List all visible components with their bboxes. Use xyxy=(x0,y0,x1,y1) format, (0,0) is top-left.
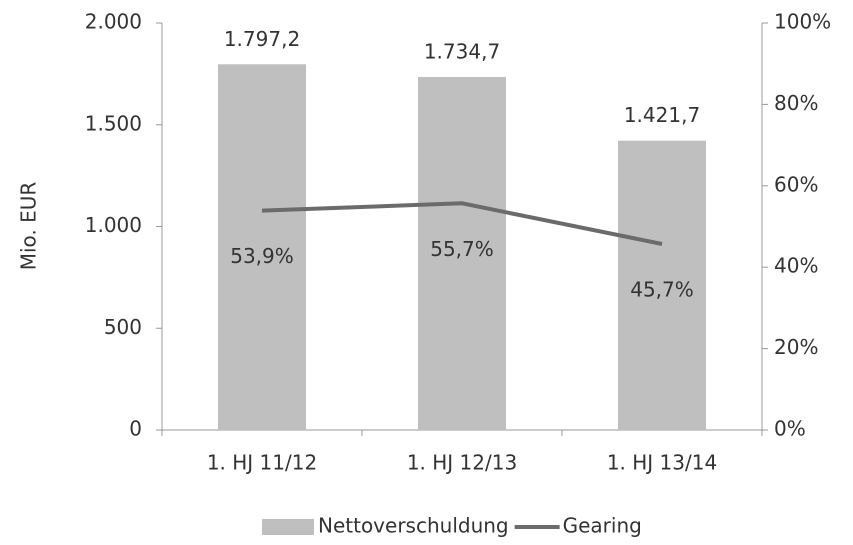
legend-label: Nettoverschuldung xyxy=(318,514,509,538)
y-tick-label: 2.000 xyxy=(85,10,142,34)
y2-tick-label: 80% xyxy=(774,91,818,115)
bar xyxy=(218,64,306,430)
bar-value-label: 1.797,2 xyxy=(224,27,300,51)
y2-tick-label: 0% xyxy=(774,417,806,441)
line-value-label: 53,9% xyxy=(230,244,294,268)
y2-tick-label: 60% xyxy=(774,172,818,196)
bar-value-label: 1.421,7 xyxy=(624,103,700,127)
bar-value-label: 1.734,7 xyxy=(424,39,500,63)
bar xyxy=(618,140,706,430)
y-tick-label: 1.000 xyxy=(85,213,142,237)
legend-swatch xyxy=(262,519,314,535)
y-tick-label: 500 xyxy=(104,315,142,339)
y2-tick-label: 100% xyxy=(774,10,831,34)
bar xyxy=(418,76,506,430)
line-value-label: 45,7% xyxy=(630,278,694,302)
y2-tick-label: 40% xyxy=(774,254,818,278)
x-tick-label: 1. HJ 11/12 xyxy=(207,451,317,475)
y-tick-label: 0 xyxy=(129,417,142,441)
x-tick-label: 1. HJ 12/13 xyxy=(407,451,517,475)
x-tick-label: 1. HJ 13/14 xyxy=(607,451,717,475)
line-value-label: 55,7% xyxy=(430,237,494,261)
line xyxy=(261,201,663,246)
legend-label: Gearing xyxy=(563,514,642,538)
y-tick-label: 1.500 xyxy=(85,111,142,135)
y2-tick-label: 20% xyxy=(774,335,818,359)
y-axis-label: Mio. EUR xyxy=(17,182,41,271)
